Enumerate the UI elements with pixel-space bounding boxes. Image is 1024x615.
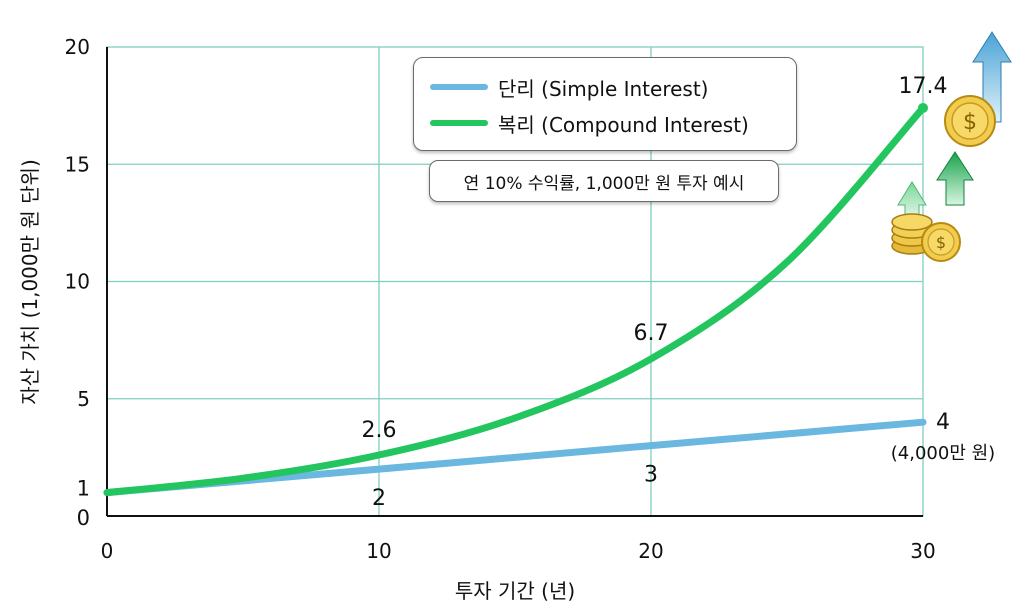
series-point-compound-end — [918, 102, 928, 113]
series-line-compound — [103, 104, 927, 497]
y-tick-label: 10 — [65, 270, 90, 294]
data-label: 17.4 — [899, 74, 948, 99]
up-arrow-icon — [897, 151, 974, 223]
x-tick-label: 30 — [910, 539, 935, 563]
x-axis-title: 투자 기간 (년) — [455, 579, 575, 603]
legend-swatch-compound — [430, 120, 488, 126]
legend-item-compound: 복리 (Compound Interest) — [430, 108, 749, 138]
y-axis-title: 자산 가치 (1,000만 원 단위) — [18, 159, 42, 405]
data-label: 6.7 — [634, 321, 669, 346]
legend-label-simple: 단리 (Simple Interest) — [498, 76, 709, 101]
svg-text:$: $ — [936, 233, 946, 252]
legend-swatch-simple — [430, 84, 488, 90]
legend-label-compound: 복리 (Compound Interest) — [498, 112, 749, 137]
up-arrow-icon — [972, 31, 1012, 123]
y-tick-label: 0 — [77, 506, 90, 530]
data-label: 3 — [644, 463, 658, 488]
series-layer — [103, 102, 928, 497]
x-tick-label: 20 — [638, 539, 663, 563]
data-label: 2 — [372, 486, 386, 511]
coin-stack-icon — [891, 213, 933, 255]
legend: 단리 (Simple Interest) 복리 (Compound Intere… — [413, 57, 797, 151]
assumption-note: 연 10% 수익률, 1,000만 원 투자 예시 — [429, 160, 779, 202]
x-tick-label: 10 — [366, 539, 391, 563]
coin-icon: $ — [921, 222, 961, 262]
axes — [106, 47, 923, 517]
y-tick-label: 20 — [65, 35, 90, 59]
svg-text:$: $ — [963, 110, 977, 135]
y-tick-label: 5 — [77, 387, 90, 411]
y-tick-label: 15 — [65, 152, 90, 176]
data-label: 2.6 — [362, 418, 397, 443]
data-label: (4,000만 원) — [891, 443, 995, 464]
coin-icon: $ — [944, 95, 996, 147]
legend-item-simple: 단리 (Simple Interest) — [430, 72, 708, 102]
data-label: 4 — [936, 410, 950, 435]
x-tick-label: 0 — [101, 539, 114, 563]
y-tick-label: 1 — [77, 477, 90, 501]
